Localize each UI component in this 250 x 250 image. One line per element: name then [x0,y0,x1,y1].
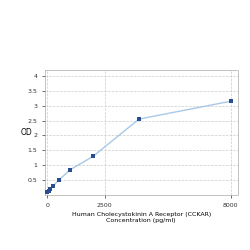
X-axis label: Human Cholecystokinin A Receptor (CCKAR)
Concentration (pg/ml): Human Cholecystokinin A Receptor (CCKAR)… [72,212,211,222]
Point [91,154,95,158]
Point [48,187,52,191]
Point [68,168,72,172]
Point [228,99,232,103]
Point [47,188,51,192]
Point [51,184,55,188]
Y-axis label: OD: OD [20,128,32,137]
Point [57,178,61,182]
Point [45,190,49,194]
Point [137,117,141,121]
